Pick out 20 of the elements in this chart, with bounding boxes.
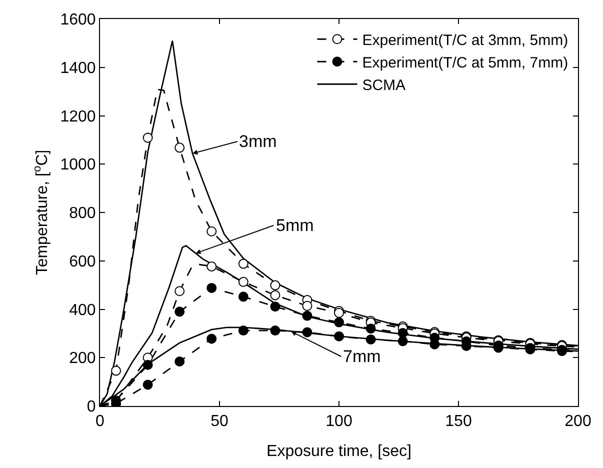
- x-tick-label: 100: [326, 413, 352, 430]
- x-tick-label: 50: [210, 413, 228, 430]
- y-tick-label: 200: [69, 350, 96, 368]
- x-tick-label: 150: [445, 413, 472, 430]
- x-axis-title: Exposure time, [sec]: [266, 442, 412, 460]
- x-tick-label: 200: [564, 413, 592, 430]
- annotation: 5mm: [276, 216, 314, 235]
- y-tick-label: 0: [86, 398, 96, 416]
- y-tick-label: 1000: [60, 156, 96, 174]
- y-tick-label: 600: [69, 253, 96, 270]
- legend-label: SCMA: [362, 76, 406, 94]
- legend-label: Experiment(T/C at 3mm, 5mm): [362, 32, 568, 49]
- y-tick-label: 1400: [60, 60, 96, 77]
- annotation: 3mm: [239, 132, 277, 151]
- y-tick-label: 1200: [60, 108, 96, 126]
- annotation: 7mm: [343, 347, 381, 366]
- y-tick-label: 800: [69, 205, 96, 222]
- legend-label: Experiment(T/C at 5mm, 7mm): [362, 54, 568, 72]
- y-tick-label: 400: [69, 302, 96, 319]
- y-tick-label: 1600: [60, 12, 96, 29]
